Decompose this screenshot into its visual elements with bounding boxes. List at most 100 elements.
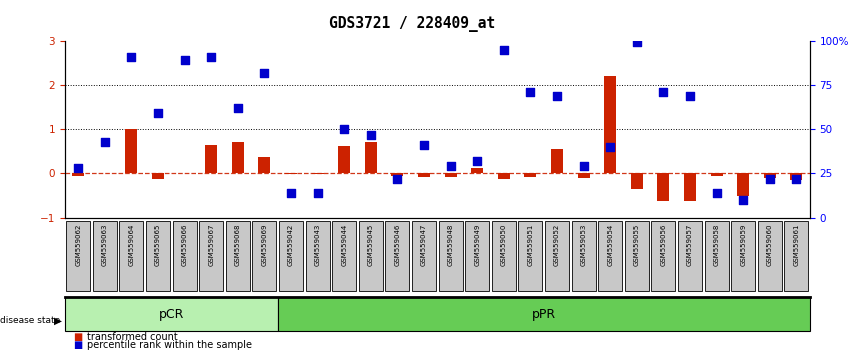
- FancyBboxPatch shape: [67, 221, 90, 291]
- Bar: [630, 173, 643, 189]
- FancyBboxPatch shape: [545, 221, 569, 291]
- FancyBboxPatch shape: [93, 221, 117, 291]
- Point: [391, 176, 404, 182]
- Text: percentile rank within the sample: percentile rank within the sample: [87, 341, 252, 350]
- Text: GSM559062: GSM559062: [75, 224, 81, 266]
- Text: GSM559064: GSM559064: [128, 224, 134, 266]
- Text: GSM559056: GSM559056: [661, 224, 667, 266]
- Bar: [737, 173, 749, 195]
- FancyBboxPatch shape: [572, 221, 596, 291]
- Point: [630, 40, 643, 45]
- Bar: [604, 76, 617, 173]
- Text: GSM559060: GSM559060: [766, 224, 772, 266]
- Bar: [258, 156, 270, 173]
- FancyBboxPatch shape: [172, 221, 197, 291]
- Point: [709, 190, 723, 196]
- Text: transformed count: transformed count: [87, 332, 178, 342]
- Bar: [72, 173, 84, 176]
- FancyBboxPatch shape: [359, 221, 383, 291]
- Text: GDS3721 / 228409_at: GDS3721 / 228409_at: [329, 16, 495, 32]
- Text: ▶: ▶: [54, 315, 61, 325]
- Text: GSM559052: GSM559052: [554, 224, 560, 266]
- FancyBboxPatch shape: [492, 221, 516, 291]
- Text: GSM559042: GSM559042: [288, 224, 294, 266]
- FancyBboxPatch shape: [758, 221, 782, 291]
- FancyBboxPatch shape: [146, 221, 170, 291]
- FancyBboxPatch shape: [226, 221, 249, 291]
- Point: [790, 176, 804, 182]
- Bar: [232, 143, 244, 173]
- Text: GSM559061: GSM559061: [793, 224, 799, 266]
- FancyBboxPatch shape: [120, 221, 144, 291]
- Point: [257, 70, 271, 75]
- Text: pCR: pCR: [158, 308, 184, 321]
- Bar: [711, 173, 722, 176]
- Bar: [498, 173, 510, 179]
- FancyBboxPatch shape: [465, 221, 489, 291]
- Text: GSM559046: GSM559046: [394, 224, 400, 266]
- Bar: [764, 173, 776, 178]
- Point: [736, 197, 750, 203]
- Text: GSM559063: GSM559063: [102, 224, 108, 266]
- Point: [497, 47, 511, 52]
- FancyBboxPatch shape: [651, 221, 675, 291]
- FancyBboxPatch shape: [439, 221, 462, 291]
- Text: GSM559047: GSM559047: [421, 224, 427, 266]
- Bar: [791, 173, 803, 180]
- Point: [656, 89, 670, 95]
- Bar: [551, 149, 563, 173]
- Bar: [205, 145, 217, 173]
- Point: [683, 93, 697, 98]
- Point: [178, 57, 191, 63]
- Point: [151, 110, 165, 116]
- Point: [417, 142, 431, 148]
- Point: [523, 89, 537, 95]
- Text: disease state: disease state: [0, 316, 61, 325]
- Text: ■: ■: [74, 332, 83, 342]
- Bar: [684, 173, 696, 201]
- Bar: [657, 173, 669, 201]
- Point: [284, 190, 298, 196]
- FancyBboxPatch shape: [678, 221, 702, 291]
- Point: [604, 144, 617, 150]
- Bar: [152, 173, 164, 179]
- Point: [443, 164, 457, 169]
- Text: GSM559043: GSM559043: [314, 224, 320, 266]
- FancyBboxPatch shape: [333, 221, 356, 291]
- Bar: [444, 173, 456, 177]
- Bar: [418, 173, 430, 177]
- Text: pPR: pPR: [532, 308, 556, 321]
- Text: GSM559057: GSM559057: [687, 224, 693, 266]
- Bar: [365, 143, 377, 173]
- Point: [577, 164, 591, 169]
- Text: GSM559058: GSM559058: [714, 224, 720, 266]
- Point: [204, 54, 218, 59]
- Bar: [578, 173, 590, 178]
- Text: GSM559053: GSM559053: [580, 224, 586, 266]
- Text: GSM559054: GSM559054: [607, 224, 613, 266]
- Text: GSM559069: GSM559069: [262, 224, 268, 266]
- Bar: [525, 173, 536, 177]
- FancyBboxPatch shape: [306, 221, 330, 291]
- Bar: [126, 129, 138, 173]
- FancyBboxPatch shape: [598, 221, 622, 291]
- Bar: [285, 173, 297, 175]
- FancyBboxPatch shape: [385, 221, 410, 291]
- Text: GSM559055: GSM559055: [634, 224, 640, 266]
- Text: GSM559048: GSM559048: [448, 224, 454, 266]
- Point: [470, 158, 484, 164]
- Point: [311, 190, 325, 196]
- FancyBboxPatch shape: [279, 221, 303, 291]
- Bar: [339, 146, 350, 173]
- Point: [125, 54, 139, 59]
- FancyBboxPatch shape: [785, 221, 808, 291]
- Text: GSM559050: GSM559050: [501, 224, 507, 266]
- Text: GSM559049: GSM559049: [475, 224, 481, 266]
- Bar: [278, 297, 810, 331]
- Text: GSM559066: GSM559066: [182, 224, 188, 266]
- Point: [364, 132, 378, 137]
- Bar: [471, 168, 483, 173]
- Text: GSM559051: GSM559051: [527, 224, 533, 266]
- Point: [71, 165, 85, 171]
- Text: GSM559067: GSM559067: [208, 224, 214, 266]
